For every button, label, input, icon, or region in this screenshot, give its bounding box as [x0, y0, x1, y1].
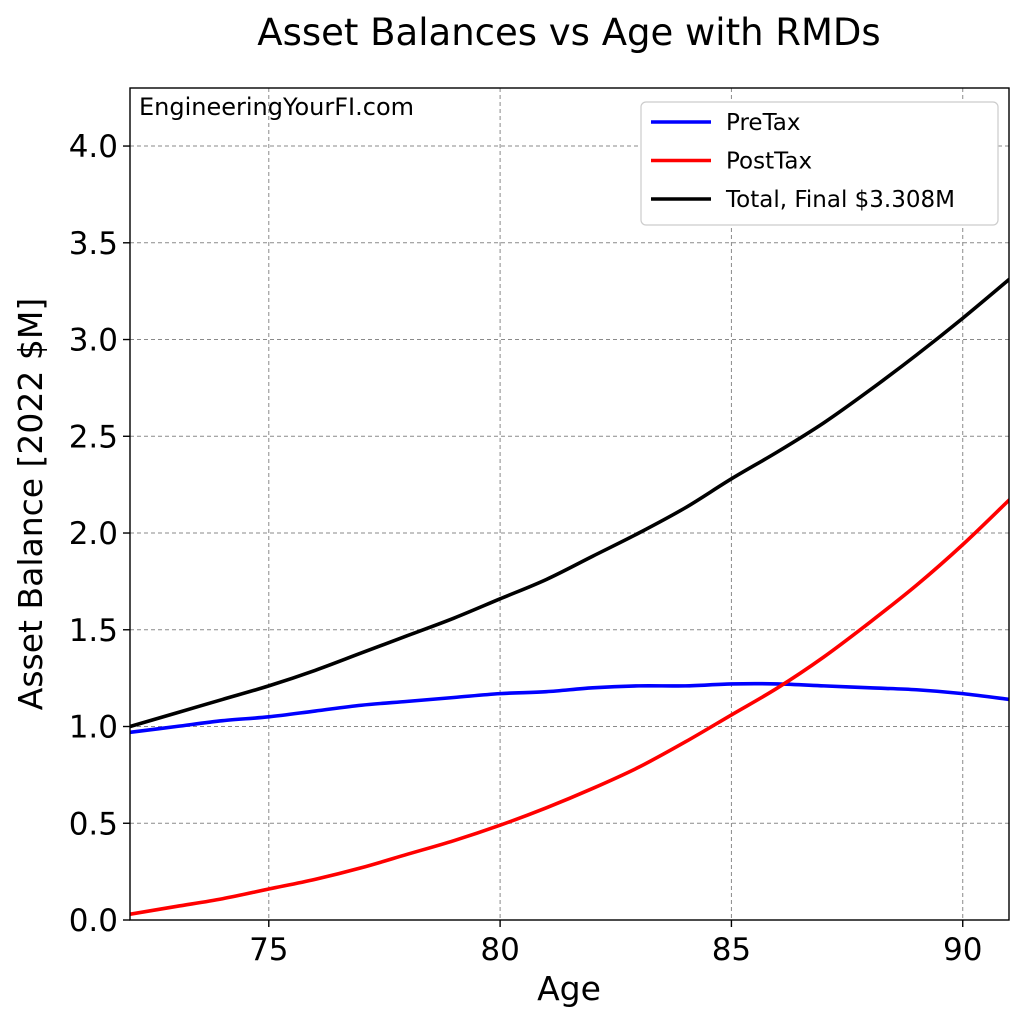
x-axis-title: Age: [537, 969, 601, 1008]
chart-title: Asset Balances vs Age with RMDs: [257, 11, 880, 54]
watermark-text: EngineeringYourFI.com: [139, 93, 414, 121]
series-line-pretax: [130, 681, 1009, 735]
series-line-posttax: [130, 498, 1009, 916]
y-tick-label: 4.0: [69, 129, 118, 165]
y-tick-label: 2.0: [69, 516, 118, 552]
legend-box: [640, 101, 999, 226]
x-tick-label: 90: [943, 932, 982, 968]
y-tick-label: 1.5: [69, 613, 118, 649]
plot-area-frame: [129, 87, 1010, 921]
y-tick-label: 1.0: [69, 710, 118, 746]
legend-label: PostTax: [726, 149, 812, 175]
x-tick-label: 75: [249, 932, 288, 968]
x-tick-label: 80: [480, 932, 519, 968]
axis-ticks: 75 80 85 90 0.0 0.5 1.0 1.5 2.0 2.5 3.0 3.5 4.0: [69, 129, 983, 968]
grid: [130, 88, 1009, 921]
y-tick-label: 3.0: [69, 323, 118, 359]
series-line-total: [130, 277, 1009, 729]
y-tick-label: 2.5: [69, 419, 118, 455]
y-axis-title: Asset Balance [2022 $M]: [11, 298, 50, 710]
y-tick-label: 3.5: [69, 226, 118, 262]
legend-label: PreTax: [726, 110, 801, 136]
x-tick-label: 85: [712, 932, 751, 968]
legend: PreTax PostTax Total, Final $3.308M: [640, 101, 999, 226]
legend-label: Total, Final $3.308M: [725, 187, 955, 213]
y-tick-label: 0.0: [69, 903, 118, 939]
y-tick-label: 0.5: [69, 806, 118, 842]
series-lines: [130, 277, 1009, 916]
